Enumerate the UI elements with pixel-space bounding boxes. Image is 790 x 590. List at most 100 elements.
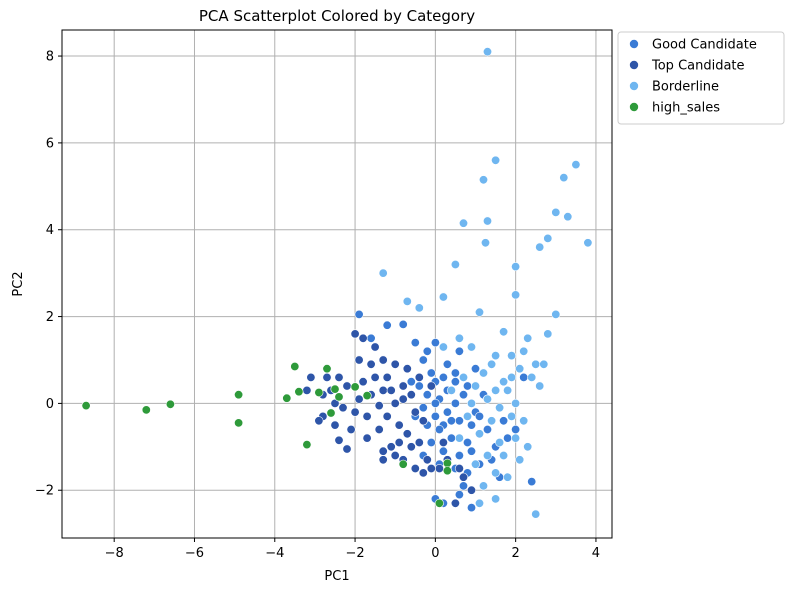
point-good-candidate: [418, 355, 428, 365]
point-top-candidate: [458, 472, 468, 482]
point-borderline: [438, 292, 448, 302]
point-top-candidate: [418, 468, 428, 478]
point-borderline: [491, 494, 501, 504]
point-top-candidate: [342, 381, 352, 391]
point-top-candidate: [422, 455, 432, 465]
point-high-sales: [326, 408, 336, 418]
point-borderline: [478, 175, 488, 185]
point-top-candidate: [434, 463, 444, 473]
point-top-candidate: [354, 355, 364, 365]
point-top-candidate: [366, 359, 376, 369]
point-borderline: [458, 218, 468, 228]
point-good-candidate: [414, 381, 424, 391]
point-good-candidate: [527, 477, 537, 487]
point-top-candidate: [378, 355, 388, 365]
point-borderline: [482, 47, 492, 57]
legend-label: Good Candidate: [652, 38, 757, 53]
y-tick-label: 4: [46, 223, 54, 238]
point-top-candidate: [370, 372, 380, 382]
point-borderline: [482, 450, 492, 460]
point-good-candidate: [499, 416, 509, 426]
y-tick-label: 8: [46, 50, 54, 65]
point-top-candidate: [358, 333, 368, 343]
point-borderline: [543, 329, 553, 339]
x-tick-label: 4: [592, 546, 600, 561]
x-tick-label: −2: [345, 546, 364, 561]
point-top-candidate: [314, 416, 324, 426]
legend-item-good-candidate: Good Candidate: [629, 38, 757, 53]
chart-title: PCA Scatterplot Colored by Category: [199, 7, 475, 25]
point-borderline: [478, 368, 488, 378]
point-top-candidate: [382, 411, 392, 421]
point-top-candidate: [398, 381, 408, 391]
point-good-candidate: [454, 416, 464, 426]
point-good-candidate: [511, 424, 521, 434]
point-top-candidate: [414, 437, 424, 447]
point-good-candidate: [503, 433, 513, 443]
point-good-candidate: [426, 368, 436, 378]
point-good-candidate: [466, 503, 476, 513]
point-top-candidate: [378, 446, 388, 456]
point-borderline: [470, 459, 480, 469]
grid-lines: [62, 30, 612, 538]
legend-marker: [629, 60, 639, 70]
point-borderline: [446, 385, 456, 395]
point-good-candidate: [519, 372, 529, 382]
point-high-sales: [334, 392, 344, 402]
point-borderline: [495, 403, 505, 413]
point-top-candidate: [334, 372, 344, 382]
legend-marker: [629, 39, 639, 49]
point-top-candidate: [438, 437, 448, 447]
point-good-candidate: [458, 390, 468, 400]
point-borderline: [535, 381, 545, 391]
point-top-candidate: [350, 407, 360, 417]
point-top-candidate: [358, 377, 368, 387]
point-high-sales: [398, 459, 408, 469]
point-borderline: [503, 385, 513, 395]
point-borderline: [507, 372, 517, 382]
point-good-candidate: [406, 377, 416, 387]
point-borderline: [482, 216, 492, 226]
point-high-sales: [234, 390, 244, 400]
point-top-candidate: [382, 372, 392, 382]
point-top-candidate: [302, 385, 312, 395]
point-top-candidate: [338, 403, 348, 413]
point-high-sales: [141, 405, 151, 415]
point-high-sales: [442, 466, 452, 476]
y-tick-label: 0: [46, 397, 54, 412]
point-top-candidate: [374, 424, 384, 434]
x-tick-label: 0: [431, 546, 439, 561]
point-borderline: [482, 394, 492, 404]
point-borderline: [551, 207, 561, 217]
point-borderline: [474, 307, 484, 317]
point-borderline: [491, 351, 501, 361]
point-top-candidate: [334, 435, 344, 445]
y-axis-label: PC2: [11, 271, 26, 296]
point-borderline: [551, 309, 561, 319]
point-top-candidate: [330, 420, 340, 430]
point-high-sales: [234, 418, 244, 428]
legend-label: Borderline: [652, 80, 719, 95]
point-good-candidate: [458, 481, 468, 491]
point-high-sales: [294, 387, 304, 397]
point-high-sales: [81, 401, 91, 411]
legend-marker: [629, 102, 639, 112]
point-top-candidate: [370, 342, 380, 352]
point-borderline: [487, 416, 497, 426]
point-top-candidate: [362, 433, 372, 443]
point-top-candidate: [426, 381, 436, 391]
point-top-candidate: [402, 364, 412, 374]
point-high-sales: [314, 387, 324, 397]
legend-label: high_sales: [652, 101, 720, 116]
point-top-candidate: [346, 424, 356, 434]
point-borderline: [503, 472, 513, 482]
point-top-candidate: [306, 372, 316, 382]
point-good-candidate: [450, 368, 460, 378]
point-borderline: [454, 433, 464, 443]
point-borderline: [478, 481, 488, 491]
point-top-candidate: [418, 416, 428, 426]
point-good-candidate: [446, 416, 456, 426]
point-good-candidate: [366, 333, 376, 343]
